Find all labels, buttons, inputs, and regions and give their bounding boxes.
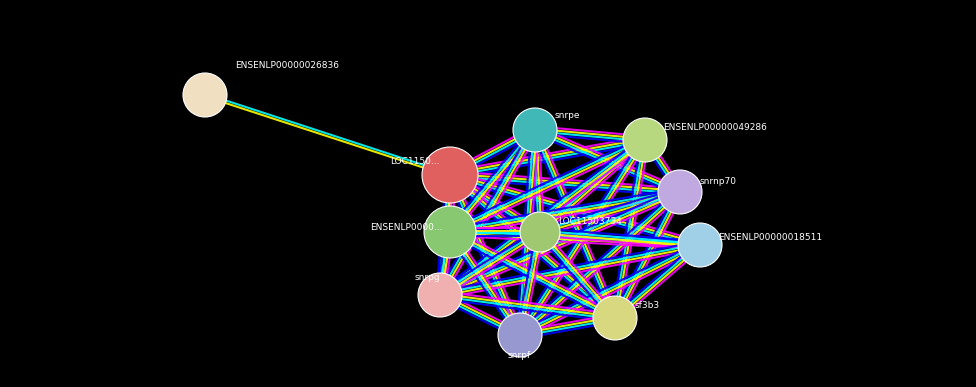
Circle shape	[593, 296, 637, 340]
Circle shape	[678, 223, 722, 267]
Text: sf3b3: sf3b3	[635, 300, 660, 310]
Circle shape	[520, 212, 560, 252]
Circle shape	[422, 147, 478, 203]
Circle shape	[424, 206, 476, 258]
Circle shape	[183, 73, 227, 117]
Text: snrpg: snrpg	[415, 274, 440, 283]
Text: snrnp70: snrnp70	[700, 178, 737, 187]
Circle shape	[623, 118, 667, 162]
Text: LOC1150...: LOC1150...	[390, 158, 439, 166]
Circle shape	[513, 108, 557, 152]
Text: ENSENLP0000...: ENSENLP0000...	[370, 224, 442, 233]
Text: ENSENLP00000026836: ENSENLP00000026836	[235, 60, 339, 70]
Text: snrpe: snrpe	[555, 111, 581, 120]
Circle shape	[418, 273, 462, 317]
Text: ENSENLP00000018511: ENSENLP00000018511	[718, 233, 822, 243]
Text: snrpf: snrpf	[508, 351, 531, 360]
Text: LOC11503734: LOC11503734	[558, 217, 622, 226]
Circle shape	[498, 313, 542, 357]
Circle shape	[658, 170, 702, 214]
Text: ENSENLP00000049286: ENSENLP00000049286	[663, 123, 767, 132]
